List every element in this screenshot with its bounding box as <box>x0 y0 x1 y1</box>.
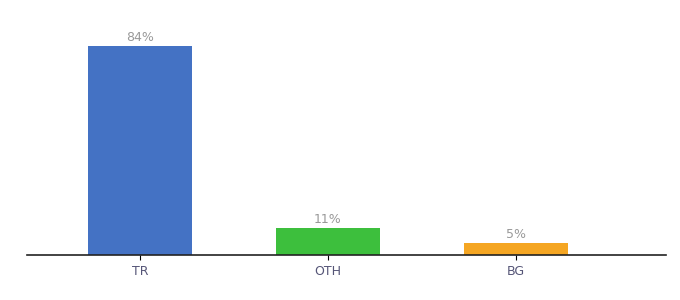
Bar <box>88 46 192 255</box>
Bar <box>276 228 379 255</box>
Text: 5%: 5% <box>506 228 526 241</box>
Text: 84%: 84% <box>126 32 154 44</box>
Text: 11%: 11% <box>314 213 342 226</box>
Bar <box>464 243 568 255</box>
